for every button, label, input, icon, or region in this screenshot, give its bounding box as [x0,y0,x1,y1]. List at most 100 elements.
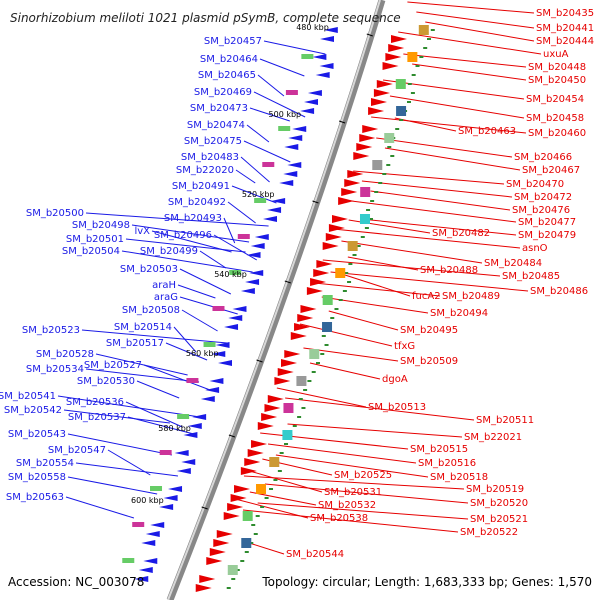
forward-gene-arrow [353,152,370,160]
forward-gene-label: SM_b20435 [536,8,594,19]
forward-gene-label: SM_b20441 [536,23,594,34]
gene-block [203,342,216,347]
leader-line-forward [407,1,535,14]
leader-line-reverse [125,401,183,428]
reverse-gene-arrow [138,567,153,573]
forward-gene-arrow [216,530,233,538]
gene-block [285,90,298,95]
leader-line-reverse [263,40,326,55]
gene-block [309,349,320,359]
forward-gene-label: SM_b20486 [530,286,588,297]
forward-gene-arrow [322,242,339,250]
gene-block [384,133,395,143]
reverse-gene-arrow [287,162,302,168]
reverse-gene-label: SM_b20523 [22,325,80,336]
minor-tick-mark [356,245,361,247]
forward-gene-arrow [195,584,212,592]
forward-gene-arrow [325,233,342,241]
forward-gene-label: SM_b20519 [466,484,524,495]
leader-line-reverse [67,433,172,456]
leader-line-reverse [127,416,194,435]
leader-line-reverse [131,224,250,243]
scale-tick [366,33,373,37]
scale-tick [228,434,236,438]
leader-line-forward [361,180,513,198]
minor-tick-mark [324,344,329,346]
forward-gene-label: SM_b20458 [526,113,584,124]
minor-tick-mark [360,236,365,238]
minor-tick-mark [301,407,306,409]
gene-block [347,241,358,251]
reverse-gene-label: araG [154,292,178,303]
scale-label: 520 kbp [242,190,275,199]
leader-line-reverse [151,230,232,253]
minor-tick-mark [240,560,245,562]
gene-block [132,522,145,527]
forward-gene-arrow [234,485,251,493]
forward-gene-arrow [244,458,261,466]
reverse-gene-arrow [254,234,269,240]
minor-tick-mark [430,29,435,31]
forward-gene-label: SM_b20476 [512,205,570,216]
gene-block [212,306,225,311]
minor-tick-mark [330,317,335,319]
forward-gene-label: SM_b20472 [514,192,572,203]
leader-line-reverse [75,462,179,477]
reverse-gene-arrow [181,459,196,465]
leader-line-reverse [85,368,200,383]
minor-tick-mark [347,281,352,283]
forward-gene-arrow [206,557,223,565]
scale-label: 600 kbp [131,496,164,505]
reverse-gene-label: SM_b20563 [6,492,64,503]
reverse-gene-label: SM_b20499 [140,246,198,257]
leader-line-forward [343,199,517,223]
reverse-gene-arrow [150,522,165,528]
gene-block [322,295,333,305]
forward-gene-arrow [227,503,244,511]
leader-line-forward [333,228,521,249]
reverse-gene-label: SM_b20527 [84,360,142,371]
forward-gene-label: SM_b20477 [518,217,576,228]
forward-gene-arrow [240,467,257,475]
gene-block [359,214,370,224]
leader-line-forward [371,116,527,134]
forward-gene-arrow [371,98,388,106]
forward-gene-label: SM_b20479 [518,230,576,241]
leader-line-reverse [181,309,218,332]
forward-gene-arrow [306,287,323,295]
leader-line-reverse [259,58,305,77]
forward-gene-arrow [277,368,294,376]
forward-gene-label: SM_b20482 [432,228,490,239]
reverse-gene-label: SM_b20508 [122,305,180,316]
minor-tick-mark [344,272,349,274]
gene-labels: SM_b20457 SM_b20464 SM_b20465 SM_b20469 SM_b… [0,8,594,560]
forward-gene-arrow [257,422,274,430]
gene-block [242,511,253,521]
minor-tick-mark [315,362,320,364]
leader-line-forward [403,53,527,68]
gene-block [301,54,314,59]
minor-tick-mark [366,209,371,211]
gene-block [269,457,280,467]
forward-gene-label: SM_b20495 [400,325,458,336]
reverse-gene-label: SM_b20554 [16,458,74,469]
forward-gene-label: SM_b22021 [464,432,522,443]
minor-tick-mark [415,65,420,67]
leader-line-reverse [257,74,285,97]
reverse-gene-label: SM_b20465 [198,70,256,81]
reverse-gene-label: SM_b20541 [0,391,56,402]
reverse-gene-arrow [176,468,191,474]
forward-gene-arrow [284,350,301,358]
reverse-gene-arrow [240,288,255,294]
forward-gene-label: SM_b20532 [318,500,376,511]
scale-label: 480 kbp [296,23,329,32]
reverse-gene-label: SM_b20536 [66,397,124,408]
accession-label: Accession: NC_003078 [8,575,144,589]
forward-gene-arrow [368,107,385,115]
gene-block [150,486,163,491]
minor-tick-mark [255,515,260,517]
reverse-gene-label: SM_b20543 [8,429,66,440]
minor-tick-mark [342,290,347,292]
leader-line-reverse [136,380,180,399]
forward-gene-arrow [356,143,373,151]
